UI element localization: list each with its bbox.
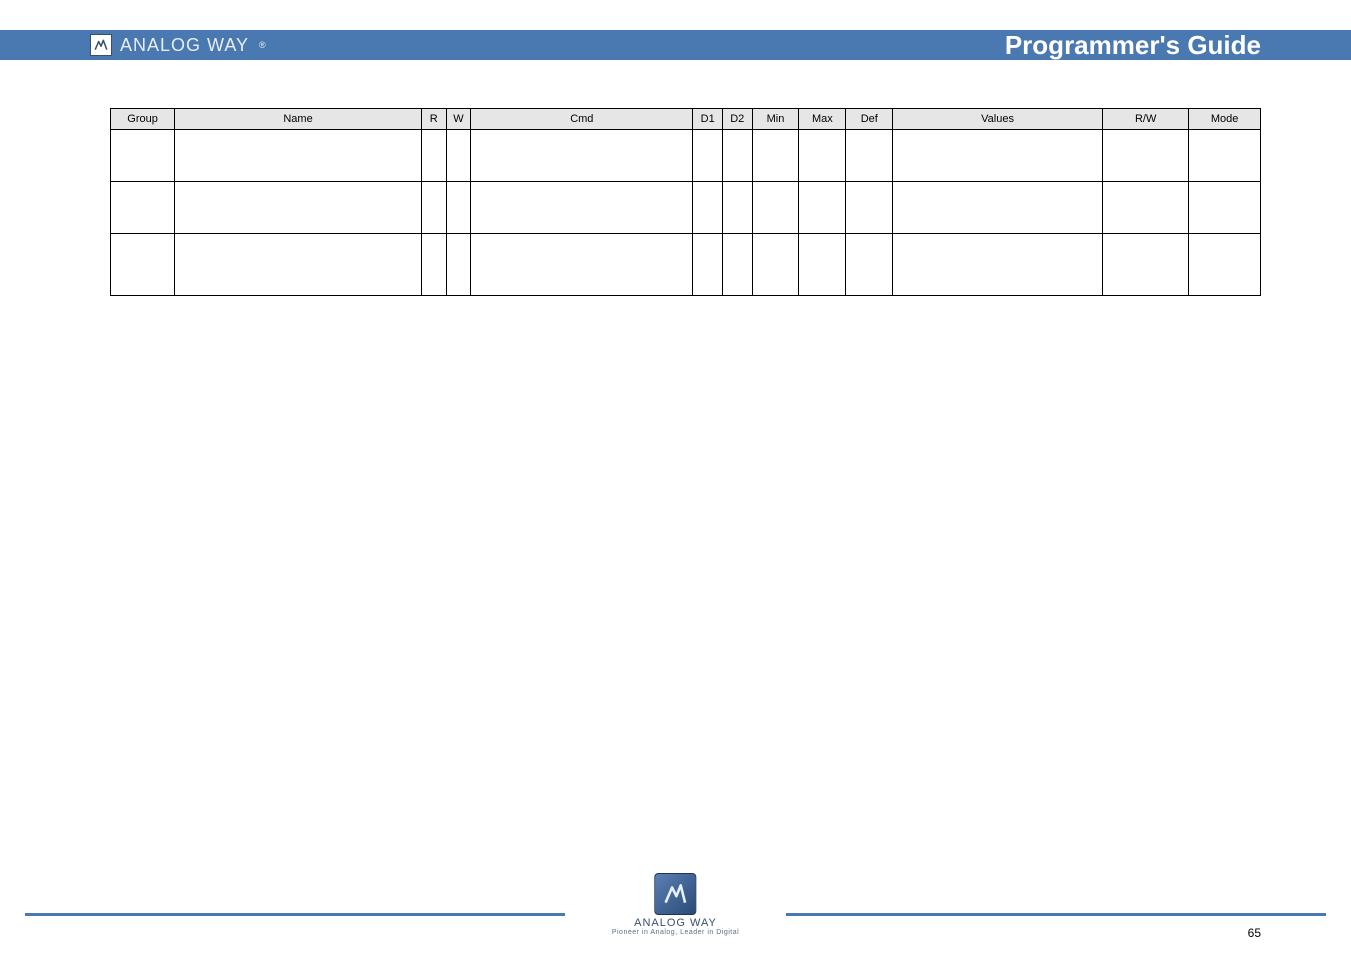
cell-values <box>893 130 1103 182</box>
table-row <box>111 234 1261 296</box>
cell-rw <box>1102 130 1188 182</box>
cell-d2 <box>722 234 752 296</box>
cell-group <box>111 182 175 234</box>
cell-name <box>175 182 422 234</box>
col-min: Min <box>752 109 799 130</box>
cell-rw <box>1102 182 1188 234</box>
cell-w <box>446 130 471 182</box>
cell-max <box>799 130 846 182</box>
col-d2: D2 <box>722 109 752 130</box>
cell-cmd <box>471 130 693 182</box>
footer: ANALOG WAY Pioneer in Analog, Leader in … <box>0 859 1351 954</box>
footer-logo: ANALOG WAY Pioneer in Analog, Leader in … <box>612 873 739 936</box>
footer-tagline: Pioneer in Analog, Leader in Digital <box>612 929 739 936</box>
footer-cube-icon <box>654 873 696 915</box>
cell-min <box>752 182 799 234</box>
col-values: Values <box>893 109 1103 130</box>
registered-mark-icon: ® <box>259 40 267 50</box>
cell-d1 <box>693 130 723 182</box>
page-title: Programmer's Guide <box>1005 30 1261 61</box>
cell-r <box>421 234 446 296</box>
col-def: Def <box>846 109 893 130</box>
table-row <box>111 182 1261 234</box>
cell-mode <box>1189 182 1261 234</box>
cell-w <box>446 234 471 296</box>
cell-values <box>893 182 1103 234</box>
cell-min <box>752 130 799 182</box>
footer-brand: ANALOG WAY <box>612 917 739 929</box>
footer-rule-right <box>786 913 1326 916</box>
cell-values <box>893 234 1103 296</box>
footer-rule-left <box>25 913 565 916</box>
brand-icon <box>90 34 112 56</box>
cell-def <box>846 130 893 182</box>
brand-logo: ANALOG WAY ® <box>90 34 267 56</box>
col-d1: D1 <box>693 109 723 130</box>
brand-text: ANALOG WAY <box>120 35 249 56</box>
table-row <box>111 130 1261 182</box>
col-cmd: Cmd <box>471 109 693 130</box>
header-bar: ANALOG WAY ® Programmer's Guide <box>0 30 1351 60</box>
col-name: Name <box>175 109 422 130</box>
cell-cmd <box>471 234 693 296</box>
col-mode: Mode <box>1189 109 1261 130</box>
col-rw: R/W <box>1102 109 1188 130</box>
cell-min <box>752 234 799 296</box>
cell-d1 <box>693 234 723 296</box>
cell-mode <box>1189 130 1261 182</box>
table-body <box>111 130 1261 296</box>
content-area: Group Name R W Cmd D1 D2 Min Max Def Val… <box>110 108 1261 296</box>
cell-max <box>799 182 846 234</box>
cell-group <box>111 234 175 296</box>
cell-d2 <box>722 130 752 182</box>
cell-d2 <box>722 182 752 234</box>
col-w: W <box>446 109 471 130</box>
cell-cmd <box>471 182 693 234</box>
cell-w <box>446 182 471 234</box>
cell-r <box>421 182 446 234</box>
cell-rw <box>1102 234 1188 296</box>
cell-name <box>175 234 422 296</box>
col-max: Max <box>799 109 846 130</box>
cell-mode <box>1189 234 1261 296</box>
command-table: Group Name R W Cmd D1 D2 Min Max Def Val… <box>110 108 1261 296</box>
cell-d1 <box>693 182 723 234</box>
cell-max <box>799 234 846 296</box>
cell-def <box>846 182 893 234</box>
page-number: 65 <box>1248 926 1261 940</box>
col-r: R <box>421 109 446 130</box>
cell-r <box>421 130 446 182</box>
cell-def <box>846 234 893 296</box>
cell-group <box>111 130 175 182</box>
table-header-row: Group Name R W Cmd D1 D2 Min Max Def Val… <box>111 109 1261 130</box>
col-group: Group <box>111 109 175 130</box>
cell-name <box>175 130 422 182</box>
